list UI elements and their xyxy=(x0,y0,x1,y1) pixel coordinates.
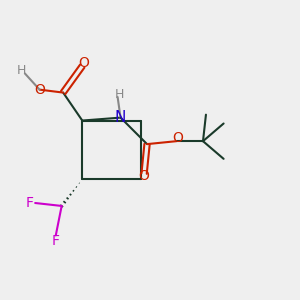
Text: H: H xyxy=(114,88,124,100)
Text: F: F xyxy=(52,234,60,248)
Text: O: O xyxy=(34,82,45,97)
Text: O: O xyxy=(172,131,183,145)
Text: O: O xyxy=(78,56,89,70)
Text: F: F xyxy=(26,196,34,210)
Text: N: N xyxy=(115,110,126,125)
Text: H: H xyxy=(17,64,27,77)
Text: O: O xyxy=(139,169,149,184)
